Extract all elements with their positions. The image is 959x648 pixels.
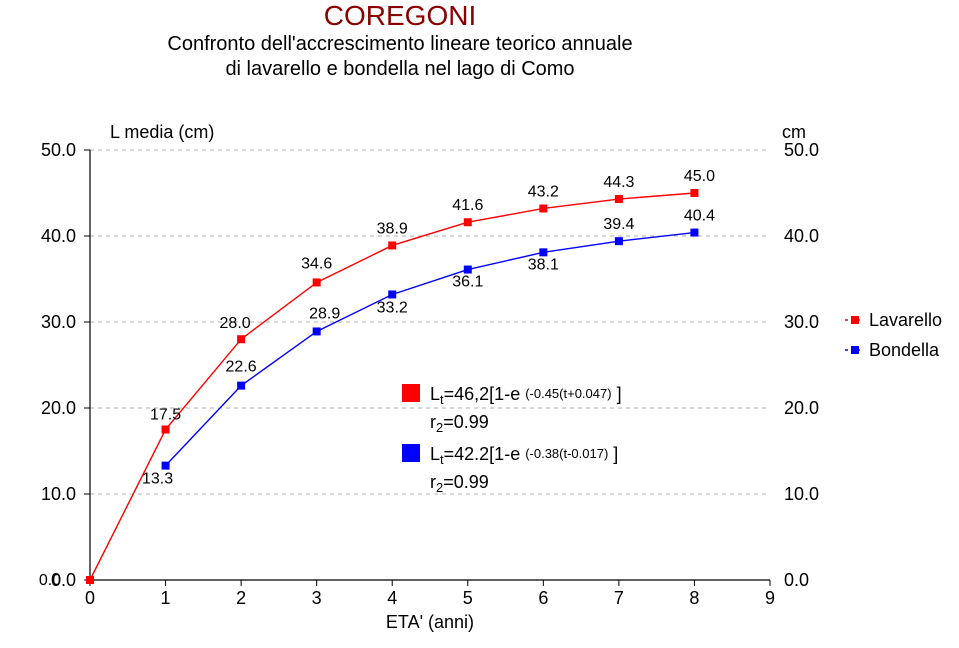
x-tick-label: 8 [689,588,699,608]
y-axis-title-right: cm [782,122,806,142]
x-tick-label: 1 [161,588,171,608]
lavarello-marker [87,577,94,584]
y-tick-label-right: 0.0 [784,570,809,590]
y-tick-label: 30.0 [41,312,76,332]
x-tick-label: 5 [463,588,473,608]
lavarello-marker [238,336,245,343]
y-tick-label-right: 50.0 [784,140,819,160]
bondella-marker [615,238,622,245]
legend-label: Bondella [869,340,940,360]
legend-marker [851,346,859,354]
lavarello-marker [464,219,471,226]
legend-label: Lavarello [869,310,942,330]
bondella-point-label: 38.1 [528,256,559,273]
bondella-point-label: 36.1 [452,274,483,291]
bondella-marker [464,266,471,273]
x-tick-label: 9 [765,588,775,608]
lavarello-marker [540,205,547,212]
bondella-point-label: 28.9 [309,305,340,322]
lavarello-marker [389,242,396,249]
lavarello-marker [313,279,320,286]
y-tick-label-right: 20.0 [784,398,819,418]
lavarello-point-label: 0.0 [39,572,61,589]
bondella-point-label: 40.4 [684,208,715,225]
lavarello-point-label: 41.6 [452,197,483,214]
lavarello-point-label: 45.0 [684,168,715,185]
y-tick-label: 40.0 [41,226,76,246]
lavarello-marker [162,426,169,433]
bondella-point-label: 39.4 [603,216,634,233]
bondella-point-label: 33.2 [377,299,408,316]
bondella-point-label: 13.3 [142,471,173,488]
chart: 0 1 2 3 4 5 6 7 8 9 0.0 10.0 20.0 30.0 40.0 50.0 0.0 10.0… [0,0,959,648]
y-tick-label: 10.0 [41,484,76,504]
eq-bondella-r2: r2=0.99 [430,472,489,495]
bondella-marker [162,462,169,469]
lavarello-point-label: 44.3 [603,174,634,191]
bondella-marker [691,229,698,236]
lavarello-point-label: 38.9 [377,220,408,237]
y-axis-title: L media (cm) [110,122,214,142]
y-tick-label-right: 40.0 [784,226,819,246]
x-axis-title: ETA' (anni) [386,612,474,632]
y-tick-label: 20.0 [41,398,76,418]
x-tick-label: 7 [614,588,624,608]
x-tick-label: 3 [312,588,322,608]
bondella-marker [238,382,245,389]
y-tick-label-right: 10.0 [784,484,819,504]
lavarello-point-label: 43.2 [528,183,559,200]
lavarello-marker [691,190,698,197]
y-tick-label-right: 30.0 [784,312,819,332]
lavarello-point-label: 28.0 [220,315,251,332]
x-tick-label: 0 [85,588,95,608]
x-tick-label: 4 [387,588,397,608]
lavarello-point-label: 17.5 [150,407,181,424]
eq-lavarello: Lt=46,2[1-e (-0.45(t+0.047) ] [430,384,622,407]
eq-swatch-lavarello [402,384,420,402]
lavarello-marker [615,196,622,203]
bondella-point-label: 22.6 [226,359,257,376]
bondella-marker [389,291,396,298]
legend-marker [851,316,859,324]
eq-lavarello-r2: r2=0.99 [430,412,489,435]
bondella-marker [540,249,547,256]
lavarello-point-label: 34.6 [301,255,332,272]
x-tick-label: 2 [236,588,246,608]
eq-swatch-bondella [402,444,420,462]
bondella-marker [313,328,320,335]
x-tick-label: 6 [538,588,548,608]
eq-bondella: Lt=42.2[1-e (-0.38(t-0.017) ] [430,444,618,467]
y-tick-label: 50.0 [41,140,76,160]
